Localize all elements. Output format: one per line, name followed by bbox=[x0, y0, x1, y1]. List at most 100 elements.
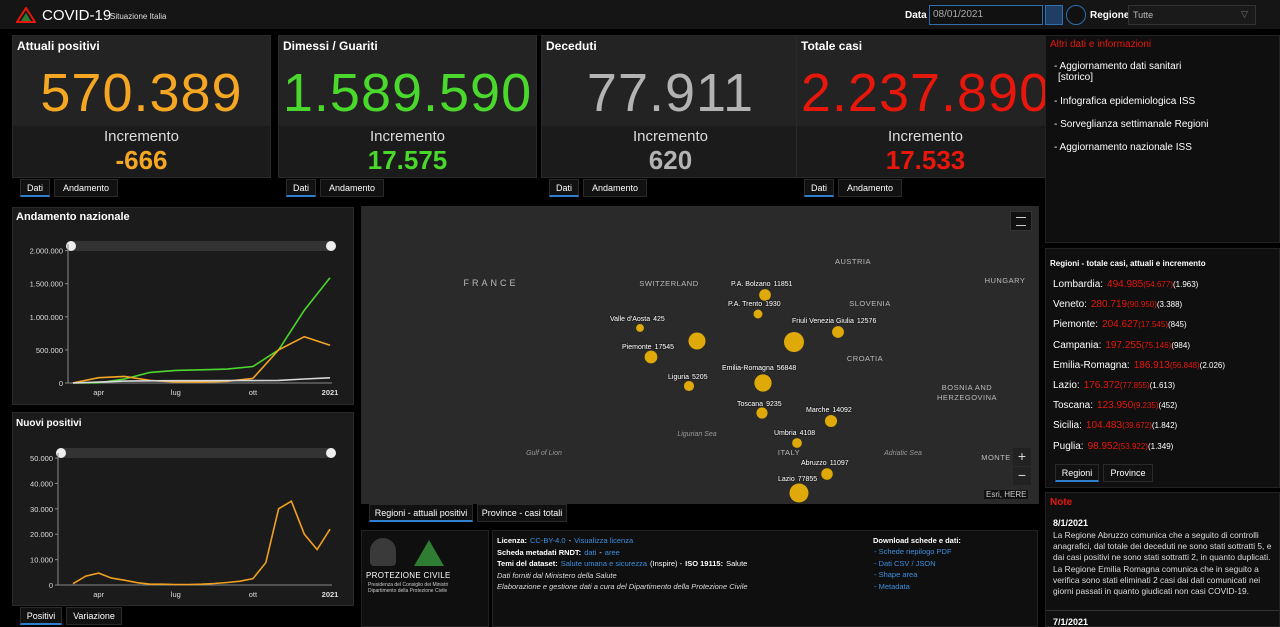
region-total: 98.952 bbox=[1087, 440, 1119, 452]
license-text: - bbox=[568, 536, 572, 545]
region-row: Toscana: 123.950(9.235)(452) bbox=[1053, 400, 1177, 411]
license-link[interactable]: aree bbox=[604, 547, 620, 557]
region-name: Campania: bbox=[1053, 339, 1102, 351]
region-value[interactable]: Tutte bbox=[1133, 10, 1154, 20]
region-current: (39.672) bbox=[1122, 421, 1152, 431]
chart-title: Andamento nazionale bbox=[16, 211, 130, 223]
date-value[interactable]: 08/01/2021 bbox=[933, 9, 984, 20]
app-logo bbox=[16, 7, 36, 23]
download-link[interactable]: - Metadata bbox=[874, 581, 910, 591]
kpi-card-top bbox=[279, 36, 536, 126]
region-current: (17.545) bbox=[1138, 320, 1168, 330]
tab[interactable]: Province - casi totali bbox=[477, 504, 567, 522]
region-total: 494.985 bbox=[1107, 279, 1144, 290]
region-total: 197.255 bbox=[1105, 339, 1142, 351]
kpi-title: Totale casi bbox=[801, 39, 863, 53]
kpi-card: Deceduti 77.911 Incremento 620 bbox=[541, 35, 800, 178]
calendar-button[interactable] bbox=[1045, 5, 1063, 25]
tab[interactable]: Andamento bbox=[54, 179, 118, 197]
logo-line: Presidenza del Consiglio dei Ministri bbox=[368, 582, 449, 588]
zoom-in[interactable]: + bbox=[1013, 448, 1031, 466]
region-increment: (1.613) bbox=[1149, 381, 1175, 390]
kpi-value: 2.237.890 bbox=[800, 63, 1051, 123]
info-link[interactable]: [storico] bbox=[1058, 72, 1094, 83]
note-text: La Regione Abruzzo comunica che a seguit… bbox=[1053, 530, 1272, 597]
tab[interactable]: Variazione bbox=[66, 607, 122, 625]
tab[interactable]: Andamento bbox=[583, 179, 647, 197]
zoom-out[interactable]: − bbox=[1013, 467, 1031, 485]
region-increment: (2.026) bbox=[1199, 360, 1226, 370]
kpi-title: Deceduti bbox=[546, 39, 597, 53]
region-row: Emilia-Romagna: 186.913(56.848)(2.026) bbox=[1053, 360, 1225, 371]
tab[interactable]: Province bbox=[1103, 464, 1153, 482]
region-current: (9.235) bbox=[1133, 401, 1159, 411]
chart-title: Nuovi positivi bbox=[16, 418, 82, 429]
region-increment: (1.842) bbox=[1151, 421, 1178, 431]
download-link[interactable]: - Dati CSV / JSON bbox=[874, 558, 936, 568]
tab[interactable]: Dati bbox=[286, 179, 316, 197]
download-title: Download schede e dati: bbox=[873, 536, 961, 545]
region-select[interactable]: Tutte ▽ bbox=[1128, 5, 1256, 25]
note-date: 7/1/2021 bbox=[1053, 617, 1089, 627]
app-subtitle: Situazione Italia bbox=[110, 12, 167, 21]
info-link[interactable]: - Infografica epidemiologica ISS bbox=[1054, 96, 1196, 107]
kpi-card: Totale casi 2.237.890 Incremento 17.533 bbox=[796, 35, 1055, 178]
kpi-increment: -666 bbox=[115, 145, 168, 175]
download-link[interactable]: - Shape area bbox=[874, 570, 918, 579]
region-row: Veneto: 280.719(90.950)(3.388) bbox=[1053, 299, 1182, 310]
tab[interactable]: Regioni bbox=[1055, 464, 1099, 482]
tab[interactable]: Andamento bbox=[320, 179, 384, 197]
region-total: 176.372 bbox=[1083, 380, 1120, 391]
license-text: Dati forniti dal Ministero della Salute bbox=[497, 570, 617, 580]
tab[interactable]: Dati bbox=[549, 179, 579, 197]
tab[interactable]: Positivi bbox=[20, 607, 62, 625]
region-name: Piemonte: bbox=[1053, 319, 1099, 331]
license-text: Scheda metadati RNDT: bbox=[497, 547, 582, 557]
kpi-card: Dimessi / Guariti 1.589.590 Incremento 17.5… bbox=[278, 35, 537, 178]
tab[interactable]: Regioni - attuali positivi bbox=[369, 504, 473, 522]
chart-panel: Andamento nazionale bbox=[12, 207, 354, 405]
date-input[interactable]: 08/01/2021 bbox=[929, 5, 1043, 25]
license-text: ISO 19115: bbox=[685, 559, 724, 568]
notes-panel: Note 8/1/2021 La Regione Abruzzo comunica … bbox=[1045, 492, 1280, 627]
kpi-title: Attuali positivi bbox=[17, 39, 100, 53]
license-link[interactable]: dati bbox=[584, 547, 597, 557]
logo-line: Dipartimento della Protezione Civile bbox=[368, 588, 448, 594]
license-link[interactable]: CC-BY-4.0 bbox=[530, 536, 566, 545]
kpi-increment-label: Incremento bbox=[369, 128, 446, 145]
license-text: - bbox=[599, 547, 602, 557]
tab[interactable]: Andamento bbox=[838, 179, 902, 197]
info-link[interactable]: - Aggiornamento dati sanitari bbox=[1054, 61, 1182, 72]
license-link[interactable]: Salute umana e sicurezza bbox=[560, 559, 648, 568]
region-name: Lazio: bbox=[1053, 380, 1080, 391]
region-total: 204.627 bbox=[1102, 319, 1139, 331]
download-link[interactable]: - Schede riepilogo PDF bbox=[874, 547, 952, 556]
tab[interactable]: Dati bbox=[804, 179, 834, 197]
kpi-card-top bbox=[13, 36, 270, 126]
header-bar bbox=[0, 0, 1280, 29]
region-row: Puglia: 98.952(53.922)(1.349) bbox=[1053, 441, 1173, 452]
region-name: Emilia-Romagna: bbox=[1053, 359, 1130, 371]
kpi-increment-label: Incremento bbox=[887, 128, 964, 145]
time-button[interactable] bbox=[1066, 5, 1086, 25]
license-text: Licenza: bbox=[497, 536, 528, 545]
kpi-card-top bbox=[542, 36, 799, 126]
region-row: Piemonte: 204.627(17.545)(845) bbox=[1053, 319, 1187, 330]
info-panel: Altri dati e informazioni - Aggiornamento… bbox=[1045, 35, 1280, 243]
tab[interactable]: Dati bbox=[20, 179, 50, 197]
license-text: Elaborazione e gestione dati a cura del … bbox=[497, 582, 748, 591]
region-label: Regione bbox=[1090, 10, 1130, 21]
info-link[interactable]: - Aggiornamento nazionale ISS bbox=[1054, 142, 1192, 153]
region-total: 123.950 bbox=[1097, 400, 1134, 412]
region-increment: (1.349) bbox=[1147, 441, 1174, 451]
region-increment: (1.963) bbox=[1172, 280, 1199, 289]
license-line: Licenza: CC-BY-4.0- Visualizza licenza bbox=[497, 536, 636, 545]
regions-panel: Regioni - totale casi, attuali e increme… bbox=[1045, 248, 1280, 488]
license-link[interactable]: Visualizza licenza bbox=[574, 536, 634, 545]
map-legend-button[interactable] bbox=[1010, 211, 1032, 231]
kpi-increment-label: Incremento bbox=[632, 128, 709, 145]
license-line: Elaborazione e gestione dati a cura del … bbox=[497, 582, 751, 591]
info-link[interactable]: - Sorveglianza settimanale Regioni bbox=[1054, 119, 1209, 130]
